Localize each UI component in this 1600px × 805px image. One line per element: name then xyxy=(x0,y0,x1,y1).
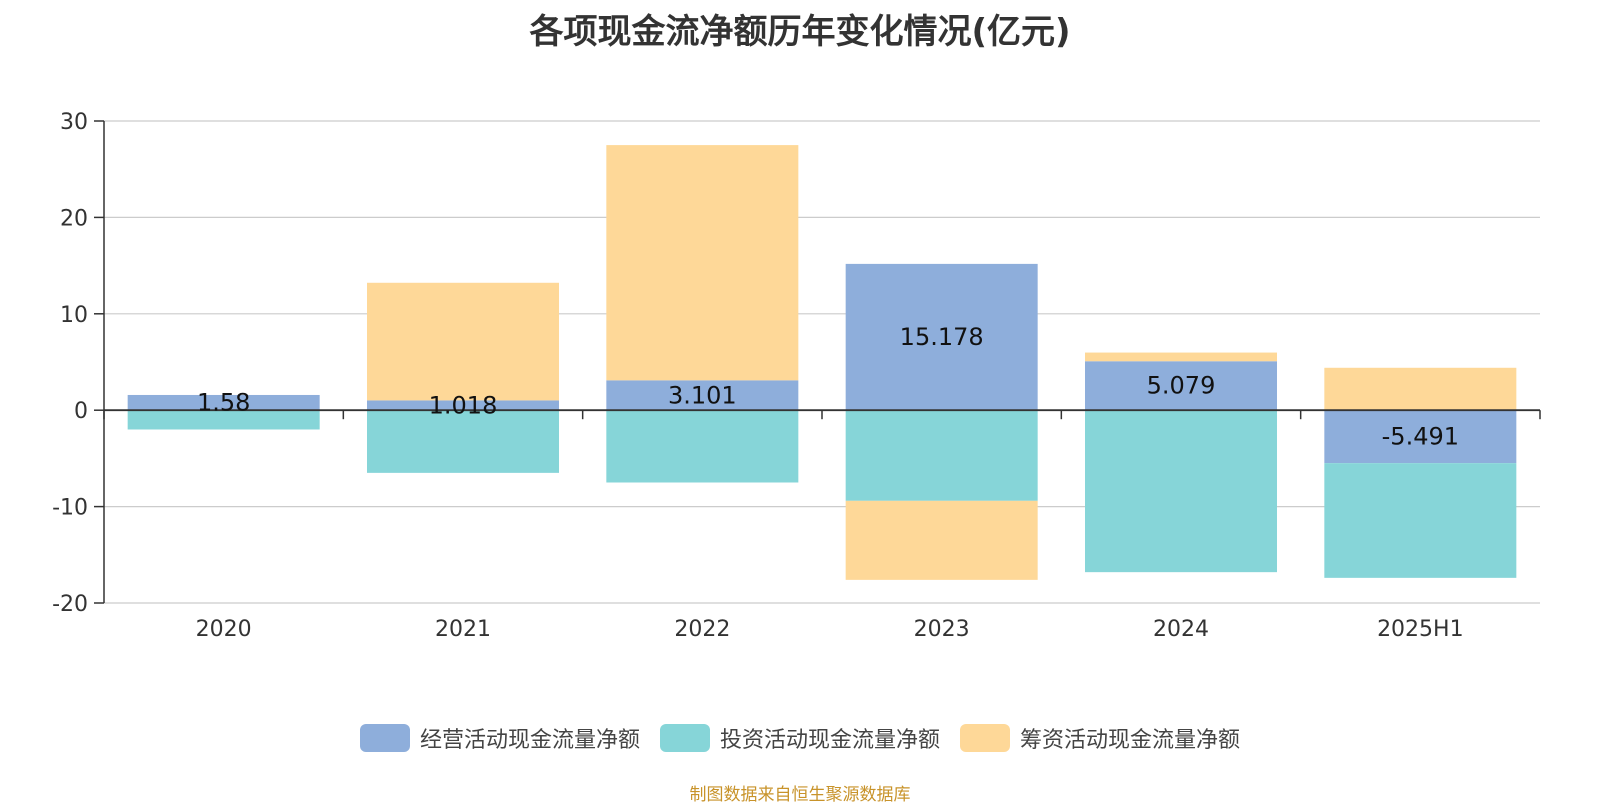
data-label-operating-2023: 15.178 xyxy=(900,323,984,351)
bar-operating-2022 xyxy=(606,380,799,411)
x-tick-label: 2021 xyxy=(435,617,491,642)
bar-operating-2020 xyxy=(127,394,320,411)
bar-investing-2023 xyxy=(845,410,1038,501)
data-label-operating-2024: 5.079 xyxy=(1147,372,1216,400)
legend-swatch-investing xyxy=(659,724,710,752)
bar-operating-2021 xyxy=(367,400,559,411)
x-tick-label: 2023 xyxy=(914,617,970,642)
legend: 经营活动现金流量净额 投资活动现金流量净额 筹资活动现金流量净额 xyxy=(0,722,1600,754)
bar-investing-2024 xyxy=(1085,410,1277,573)
legend-label-investing: 投资活动现金流量净额 xyxy=(719,728,940,753)
label-layer: 1.58 1.018 3.101 15.178 5.079 -5.491 xyxy=(197,323,1459,451)
x-tick-label: 2022 xyxy=(674,617,730,642)
legend-swatch-operating xyxy=(359,724,410,752)
bar-layer xyxy=(127,145,1517,580)
axis-layer: 30 20 10 0 -10 -20 2020 2021 2022 2023 2024 2025H1 xyxy=(52,110,1541,642)
source-note: 制图数据来自恒生聚源数据库 xyxy=(689,785,911,805)
data-label-operating-2022: 3.101 xyxy=(668,381,737,409)
data-label-operating-2021: 1.018 xyxy=(429,391,498,419)
x-tick-label: 2024 xyxy=(1153,617,1209,642)
legend-label-financing: 筹资活动现金流量净额 xyxy=(1020,728,1241,753)
bar-operating-2025H1 xyxy=(1324,410,1517,464)
legend-swatch-financing xyxy=(960,724,1010,752)
legend-item-financing[interactable]: 筹资活动现金流量净额 xyxy=(960,722,1240,754)
bar-financing-2023 xyxy=(845,500,1038,580)
y-tick-label: 20 xyxy=(60,206,88,231)
bar-financing-2021 xyxy=(367,282,559,401)
legend-item-investing[interactable]: 投资活动现金流量净额 xyxy=(659,722,940,754)
data-label-operating-2020: 1.58 xyxy=(197,389,250,417)
x-tick-label: 2020 xyxy=(196,617,252,642)
bar-investing-2022 xyxy=(606,410,799,483)
y-tick-label: 0 xyxy=(74,399,88,424)
bar-financing-2022 xyxy=(606,145,799,381)
y-tick-label: 30 xyxy=(60,110,88,135)
legend-label-operating: 经营活动现金流量净额 xyxy=(419,728,640,753)
y-tick-label: 10 xyxy=(60,303,88,328)
y-tick-label: -10 xyxy=(52,496,88,521)
chart-title: 各项现金流净额历年变化情况(亿元) xyxy=(529,12,1071,52)
bar-investing-2021 xyxy=(367,410,559,473)
bar-financing-2024 xyxy=(1085,352,1277,362)
bar-operating-2024 xyxy=(1085,361,1277,411)
bar-investing-2025H1 xyxy=(1324,463,1517,578)
legend-item-operating[interactable]: 经营活动现金流量净额 xyxy=(359,722,640,754)
bar-investing-2020 xyxy=(127,410,320,430)
y-tick-label: -20 xyxy=(52,592,88,617)
bar-financing-2025H1 xyxy=(1324,367,1517,411)
x-tick-label: 2025H1 xyxy=(1377,617,1464,642)
data-label-operating-2025H1: -5.491 xyxy=(1382,423,1459,451)
bar-operating-2023 xyxy=(845,263,1038,411)
